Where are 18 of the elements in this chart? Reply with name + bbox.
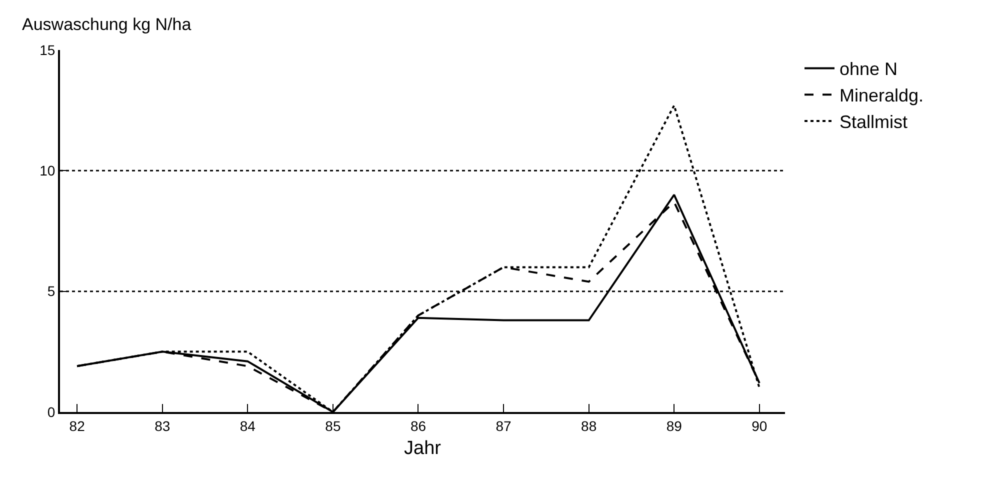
x-tick-label: 88 <box>581 418 597 434</box>
y-axis-title: Auswaschung kg N/ha <box>22 15 192 34</box>
y-tick-label: 10 <box>40 162 56 179</box>
y-tick-label: 5 <box>47 283 56 300</box>
legend-label: Stallmist <box>840 112 908 132</box>
x-tick-label: 89 <box>666 418 682 434</box>
legend-label: ohne N <box>840 59 898 80</box>
x-axis-title: Jahr <box>404 438 442 460</box>
legend-label: Mineraldg. <box>840 86 924 106</box>
x-tick-label: 85 <box>325 418 341 434</box>
x-tick-label: 83 <box>154 418 170 434</box>
x-tick-label: 87 <box>496 418 512 434</box>
x-tick-label: 90 <box>752 418 768 434</box>
x-tick-label: 84 <box>240 418 256 434</box>
y-tick-label: 15 <box>40 42 56 58</box>
y-tick-label: 0 <box>47 404 56 420</box>
x-tick-label: 86 <box>410 418 426 434</box>
x-tick-label: 82 <box>69 418 86 434</box>
